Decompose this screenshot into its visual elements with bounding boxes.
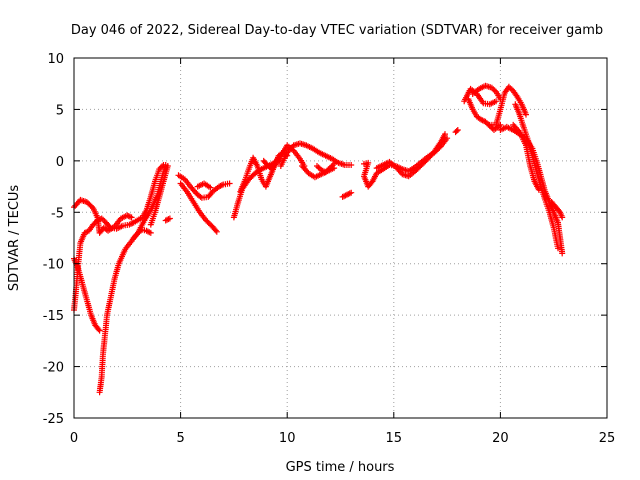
series-arc-20	[452, 127, 461, 136]
plot-frame	[73, 57, 608, 419]
x-tick-label: 20	[492, 431, 509, 446]
data-point	[348, 189, 355, 196]
data-point	[164, 163, 171, 169]
chart-title: Day 046 of 2022, Sidereal Day-to-day VTE…	[71, 23, 603, 38]
data-point	[166, 215, 173, 222]
y-axis-label: SDTVAR / TECUs	[7, 185, 22, 292]
data-point	[88, 203, 95, 210]
y-tick-label: -20	[43, 361, 64, 376]
data-points	[71, 82, 566, 396]
series-arc-7	[162, 215, 173, 224]
data-point	[523, 111, 529, 118]
data-point	[331, 160, 338, 167]
series-arc-23	[469, 82, 504, 103]
data-point	[348, 162, 355, 168]
data-point	[454, 127, 461, 133]
y-tick-label: -5	[51, 206, 64, 221]
data-point	[164, 216, 171, 223]
series-arc-5	[130, 226, 154, 241]
x-tick-label: 15	[386, 431, 403, 446]
data-point	[207, 184, 214, 191]
data-point	[213, 228, 220, 235]
series-arc-25	[497, 123, 566, 257]
y-tick-label: 10	[47, 52, 64, 67]
data-point	[144, 228, 151, 235]
series-arc-24	[486, 83, 529, 128]
x-tick-label: 5	[176, 431, 184, 446]
data-point	[555, 245, 561, 252]
x-axis-label: GPS time / hours	[286, 460, 395, 475]
y-tick-label: -10	[43, 258, 64, 273]
axis-ticks: 0 5 10 15 20 25 10 5 0 -5 -10 -15 -20 -25	[43, 52, 616, 446]
data-point	[96, 327, 103, 334]
series-arc-17	[339, 189, 355, 200]
y-tick-label: 0	[56, 155, 64, 170]
series-arc-28	[548, 199, 566, 221]
grid-lines	[74, 58, 607, 418]
data-point	[535, 186, 542, 193]
data-point	[226, 180, 233, 187]
series-arc-27	[510, 121, 542, 193]
series-arc-16	[314, 160, 338, 176]
series-arc-6	[147, 163, 171, 228]
x-tick-label: 25	[599, 431, 616, 446]
series-arc-19	[373, 131, 448, 180]
series-arc-9	[177, 180, 220, 235]
series-arc-26	[512, 101, 561, 252]
data-point	[493, 98, 500, 105]
data-point	[95, 326, 102, 333]
series-arc-10	[194, 180, 214, 191]
data-point	[442, 131, 448, 138]
data-point	[212, 227, 219, 234]
y-tick-label: -25	[43, 412, 64, 427]
series-arc-1	[71, 196, 135, 236]
x-tick-label: 10	[279, 431, 296, 446]
data-point	[128, 214, 135, 221]
series-arc-8	[175, 172, 233, 201]
x-tick-label: 0	[70, 431, 78, 446]
y-tick-label: -15	[43, 309, 64, 324]
data-point	[559, 250, 566, 257]
data-point	[147, 229, 154, 236]
data-point	[453, 128, 460, 134]
data-point	[106, 223, 113, 230]
y-tick-label: 5	[56, 103, 64, 118]
data-point	[559, 214, 566, 221]
